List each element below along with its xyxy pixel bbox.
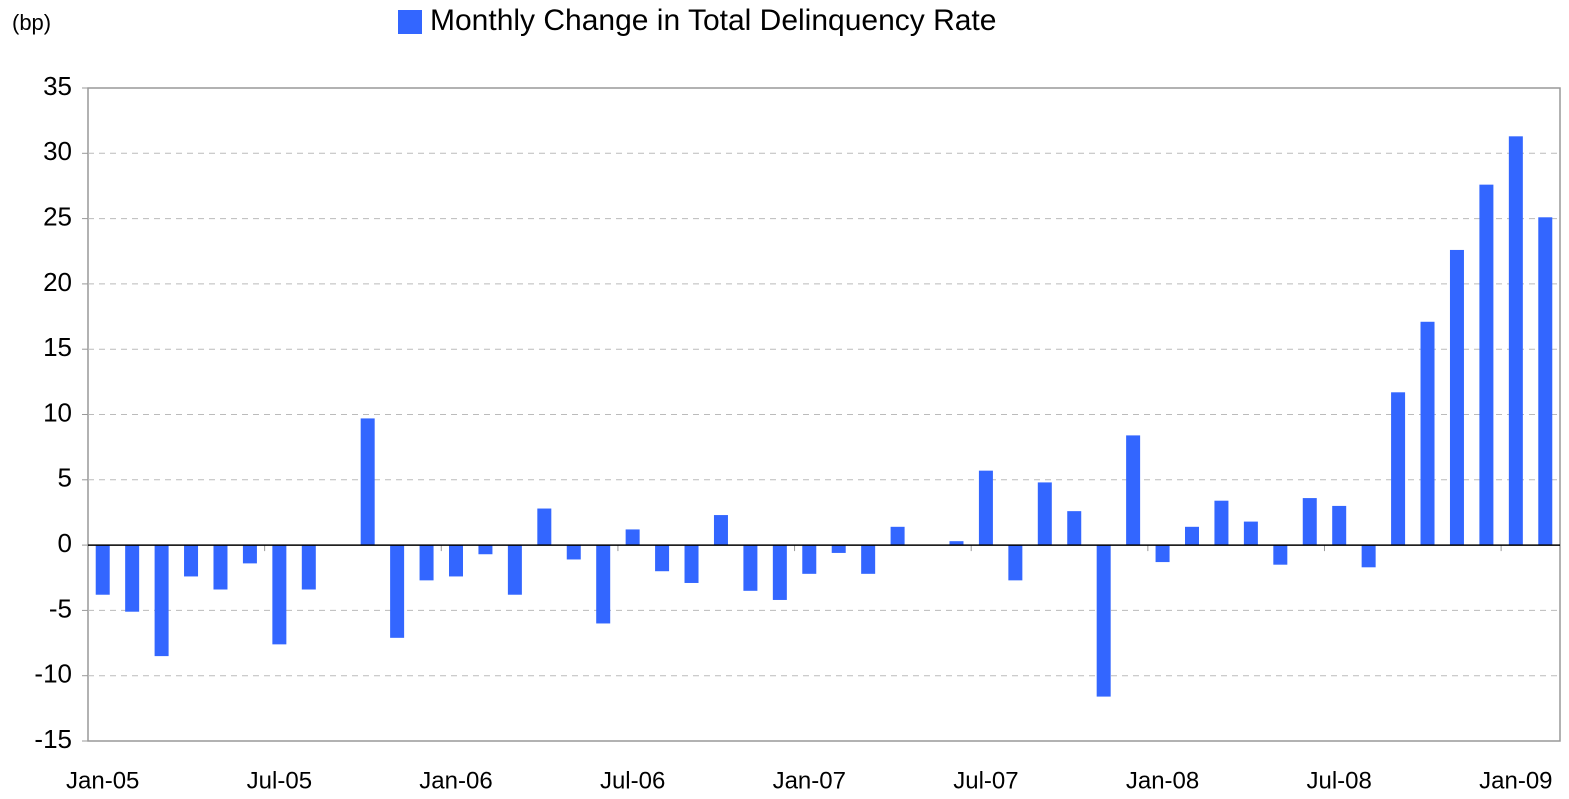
bar xyxy=(242,545,257,564)
y-tick-label: 20 xyxy=(43,267,72,297)
bar xyxy=(1449,249,1464,546)
bar xyxy=(1008,545,1023,581)
bar xyxy=(890,526,905,546)
legend-label: Monthly Change in Total Delinquency Rate xyxy=(430,4,996,37)
bar xyxy=(831,545,846,553)
bar xyxy=(1037,482,1052,546)
bar xyxy=(1273,545,1288,565)
bar xyxy=(1479,184,1494,546)
y-tick-label: -5 xyxy=(49,593,72,623)
x-tick-label: Jul-06 xyxy=(600,767,665,794)
x-tick-label: Jul-05 xyxy=(247,767,312,794)
x-tick-label: Jul-07 xyxy=(953,767,1018,794)
bar xyxy=(390,545,405,638)
bar xyxy=(537,508,552,546)
bar xyxy=(1302,498,1317,546)
bar xyxy=(1067,511,1082,546)
y-tick-label: 35 xyxy=(43,71,72,101)
bar xyxy=(978,470,993,546)
x-tick-label: Jan-09 xyxy=(1479,767,1552,794)
bar xyxy=(1243,521,1258,546)
bar xyxy=(1126,435,1141,546)
bar xyxy=(1214,500,1229,546)
bar xyxy=(655,545,670,572)
bar xyxy=(1096,545,1111,697)
bar xyxy=(713,515,728,546)
x-tick-label: Jul-08 xyxy=(1307,767,1372,794)
bar xyxy=(772,545,787,600)
bar xyxy=(566,545,581,560)
x-tick-label: Jan-05 xyxy=(66,767,139,794)
bar xyxy=(596,545,611,624)
y-tick-label: -10 xyxy=(34,659,72,689)
bar xyxy=(1391,392,1406,546)
bar xyxy=(625,529,640,546)
bar xyxy=(684,545,699,583)
bar xyxy=(1361,545,1376,568)
bar xyxy=(1508,136,1523,546)
x-tick-label: Jan-06 xyxy=(419,767,492,794)
bar xyxy=(861,545,876,574)
bar xyxy=(301,545,316,590)
bar xyxy=(95,545,110,595)
bar xyxy=(184,545,199,577)
x-tick-label: Jan-07 xyxy=(773,767,846,794)
bar xyxy=(272,545,287,645)
bar xyxy=(949,541,964,546)
bar xyxy=(213,545,228,590)
bar xyxy=(507,545,522,595)
bar xyxy=(1155,545,1170,563)
y-tick-label: 10 xyxy=(43,397,72,427)
y-tick-label: -15 xyxy=(34,724,72,754)
y-tick-label: 25 xyxy=(43,201,72,231)
bar xyxy=(154,545,169,657)
y-tick-label: 30 xyxy=(43,136,72,166)
bar xyxy=(1538,217,1553,546)
bar xyxy=(1185,526,1199,546)
bar xyxy=(125,545,140,612)
y-axis-label: (bp) xyxy=(12,10,51,35)
bar xyxy=(419,545,434,581)
y-tick-label: 15 xyxy=(43,332,72,362)
bar xyxy=(1332,505,1347,546)
legend-swatch xyxy=(398,10,422,34)
bar xyxy=(743,545,758,591)
bar xyxy=(449,545,463,577)
bar xyxy=(802,545,817,574)
y-tick-label: 0 xyxy=(58,528,72,558)
bar xyxy=(360,418,375,546)
x-tick-label: Jan-08 xyxy=(1126,767,1199,794)
bar xyxy=(1420,321,1435,546)
bar xyxy=(478,545,493,555)
y-tick-label: 5 xyxy=(58,463,72,493)
